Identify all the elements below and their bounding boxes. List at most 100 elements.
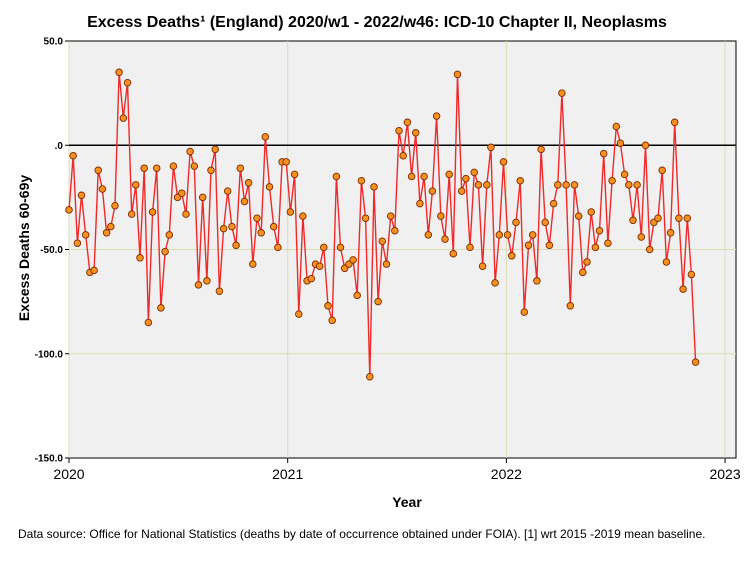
y-tick-label: 50.0 xyxy=(44,37,64,48)
data-point xyxy=(474,181,483,189)
data-point xyxy=(654,214,662,222)
data-point xyxy=(549,199,558,208)
data-point xyxy=(249,260,257,268)
data-point xyxy=(90,266,98,275)
data-point xyxy=(432,112,441,120)
data-point xyxy=(445,170,453,179)
data-point xyxy=(437,212,445,220)
series-layer xyxy=(65,68,700,381)
data-point xyxy=(353,291,361,300)
data-point xyxy=(395,126,403,135)
data-point xyxy=(512,218,520,227)
data-point xyxy=(675,214,683,222)
data-point xyxy=(616,139,625,147)
data-point xyxy=(583,258,591,266)
data-point xyxy=(528,231,537,239)
data-point xyxy=(462,174,470,183)
data-point xyxy=(198,193,207,202)
data-point xyxy=(466,243,474,252)
data-point xyxy=(666,229,675,237)
data-point xyxy=(428,187,437,195)
x-tick-label: 2020 xyxy=(53,466,84,482)
data-point xyxy=(261,133,270,141)
data-point xyxy=(219,224,228,233)
data-point xyxy=(441,235,449,243)
data-point xyxy=(470,168,478,177)
data-point xyxy=(211,145,219,154)
chart-title: Excess Deaths¹ (England) 2020/w1 - 2022/… xyxy=(87,14,667,31)
data-point xyxy=(274,243,282,252)
data-point xyxy=(295,310,303,318)
data-point xyxy=(399,151,407,160)
data-point xyxy=(491,279,499,287)
data-point xyxy=(503,231,512,239)
x-axis-label: Year xyxy=(392,494,422,510)
data-point xyxy=(228,222,236,231)
data-point xyxy=(152,164,161,172)
data-point xyxy=(182,210,190,218)
data-point xyxy=(495,231,504,239)
data-point xyxy=(574,212,583,220)
data-point xyxy=(687,270,696,279)
data-point xyxy=(186,147,194,156)
data-point xyxy=(140,164,148,172)
data-point xyxy=(420,172,428,181)
data-point xyxy=(370,183,378,191)
data-point xyxy=(637,233,646,241)
data-point xyxy=(608,176,616,185)
data-point xyxy=(336,243,345,252)
data-point xyxy=(391,226,399,235)
data-point xyxy=(499,158,508,166)
data-point xyxy=(286,208,295,216)
data-point xyxy=(558,89,566,97)
data-point xyxy=(94,166,102,175)
data-point xyxy=(378,237,387,245)
data-point xyxy=(407,172,416,181)
data-point xyxy=(524,241,533,250)
data-point xyxy=(361,214,370,222)
data-point xyxy=(633,181,641,189)
data-point xyxy=(190,162,199,170)
data-point xyxy=(658,166,666,175)
data-point xyxy=(537,145,545,154)
data-point xyxy=(123,78,132,87)
data-point xyxy=(591,243,600,252)
data-point xyxy=(625,181,633,189)
data-point xyxy=(240,197,249,206)
data-point xyxy=(194,281,203,289)
data-point xyxy=(403,118,412,127)
data-point xyxy=(257,229,265,237)
data-point xyxy=(136,254,144,262)
data-point xyxy=(604,239,612,247)
data-point xyxy=(670,118,679,127)
data-point xyxy=(508,252,516,260)
data-point xyxy=(411,128,420,137)
data-point xyxy=(516,176,524,185)
data-point xyxy=(386,212,395,220)
data-point xyxy=(132,181,140,189)
data-point xyxy=(290,170,299,179)
data-point xyxy=(253,214,261,222)
data-point xyxy=(320,243,328,252)
x-tick-label: 2023 xyxy=(709,466,740,482)
data-point xyxy=(265,183,274,191)
data-point xyxy=(215,287,224,295)
data-point xyxy=(324,302,332,310)
data-point xyxy=(424,231,433,239)
data-point xyxy=(207,166,215,175)
data-point xyxy=(520,308,529,316)
data-point xyxy=(269,222,278,231)
data-point xyxy=(203,277,211,285)
data-point xyxy=(483,181,491,189)
y-tick-label: -50.0 xyxy=(40,245,63,256)
data-source-footnote: Data source: Office for National Statist… xyxy=(18,527,706,541)
data-point xyxy=(487,143,495,152)
y-axis-label: Excess Deaths 60-69y xyxy=(16,175,32,322)
data-point xyxy=(683,214,692,222)
y-tick-label: -150.0 xyxy=(35,454,64,465)
data-point xyxy=(645,245,654,254)
data-point xyxy=(178,189,186,197)
data-point xyxy=(599,149,608,158)
